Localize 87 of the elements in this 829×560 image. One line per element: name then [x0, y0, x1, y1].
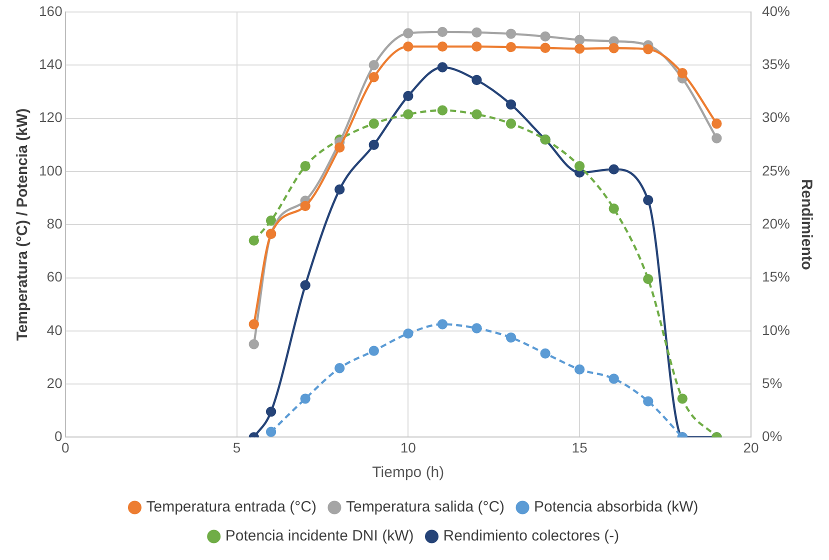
point	[368, 346, 379, 356]
point	[574, 161, 585, 172]
y-tick-label: 140	[39, 56, 63, 72]
y-axis-title: Temperatura (°C) / Potencia (kW)	[14, 108, 32, 341]
point	[248, 319, 260, 330]
point	[334, 363, 345, 374]
x-tick-label: 15	[572, 439, 588, 456]
point	[437, 105, 448, 116]
point	[334, 184, 345, 195]
point	[643, 44, 654, 54]
point	[300, 394, 310, 404]
y2-axis-title: Rendimiento	[798, 179, 815, 270]
point	[506, 118, 516, 129]
point	[540, 42, 550, 53]
point	[300, 161, 310, 172]
y-tick-label: 160	[39, 2, 63, 19]
point	[677, 68, 688, 78]
y-tick-label: 40	[46, 322, 63, 338]
point	[574, 44, 585, 54]
y2-tick-label: 10%	[762, 322, 790, 338]
point	[266, 216, 276, 226]
legend-label: Potencia absorbida (kW)	[534, 498, 698, 516]
point	[300, 200, 310, 212]
y-tick-label: 20	[46, 374, 63, 391]
point	[403, 41, 414, 52]
point	[334, 142, 345, 153]
point	[540, 348, 550, 359]
y2-tick-label: 20%	[762, 215, 790, 232]
point	[248, 339, 260, 350]
point	[472, 323, 482, 334]
y2-tick-label: 5%	[762, 374, 782, 391]
point	[506, 332, 516, 343]
y-tick-label: 120	[39, 109, 63, 126]
point	[437, 26, 448, 38]
point	[437, 62, 448, 72]
y-tick-label: 60	[46, 268, 63, 285]
point	[712, 133, 722, 144]
point	[643, 274, 654, 284]
legend-label: Temperatura salida (°C)	[346, 498, 505, 516]
y2-tick-label: 40%	[762, 2, 790, 19]
legend-label: Temperatura entrada (°C)	[146, 498, 316, 516]
y-tick-label: 80	[46, 215, 63, 232]
x-tick-label: 20	[743, 439, 759, 456]
point	[506, 99, 516, 110]
x-axis-title: Tiempo (h)	[372, 464, 444, 482]
y2-tick-label: 0%	[762, 428, 782, 444]
point	[437, 319, 448, 330]
point	[643, 396, 654, 406]
point	[643, 195, 654, 206]
point	[472, 109, 482, 120]
point	[266, 426, 276, 437]
point	[574, 34, 585, 46]
point	[608, 164, 619, 174]
legend-label: Rendimiento colectores (-)	[443, 528, 620, 545]
point	[368, 60, 379, 70]
point	[248, 235, 260, 246]
y2-tick-label: 30%	[762, 109, 790, 126]
point	[403, 328, 414, 339]
point	[368, 118, 379, 129]
x-tick-label: 5	[232, 439, 241, 456]
point	[368, 140, 379, 150]
point	[608, 374, 619, 384]
point	[403, 90, 414, 102]
point	[266, 406, 276, 417]
point	[368, 72, 379, 82]
point	[608, 204, 619, 214]
point	[712, 118, 722, 129]
point	[506, 28, 516, 39]
y2-tick-label: 35%	[762, 56, 790, 72]
y2-tick-label: 25%	[762, 162, 790, 178]
y2-tick-label: 15%	[762, 268, 790, 285]
point	[540, 31, 550, 42]
point	[506, 42, 516, 52]
point	[300, 280, 310, 290]
point	[472, 74, 482, 86]
point	[403, 109, 414, 120]
point	[403, 28, 414, 38]
point	[472, 27, 482, 38]
point	[608, 43, 619, 54]
point	[677, 394, 688, 404]
x-tick-label: 10	[400, 439, 416, 456]
y-tick-label: 0	[54, 428, 63, 444]
point	[472, 41, 482, 52]
legend-label: Potencia incidente DNI (kW)	[225, 528, 414, 545]
point	[574, 364, 585, 375]
point	[437, 41, 448, 52]
y-tick-label: 100	[39, 162, 63, 178]
